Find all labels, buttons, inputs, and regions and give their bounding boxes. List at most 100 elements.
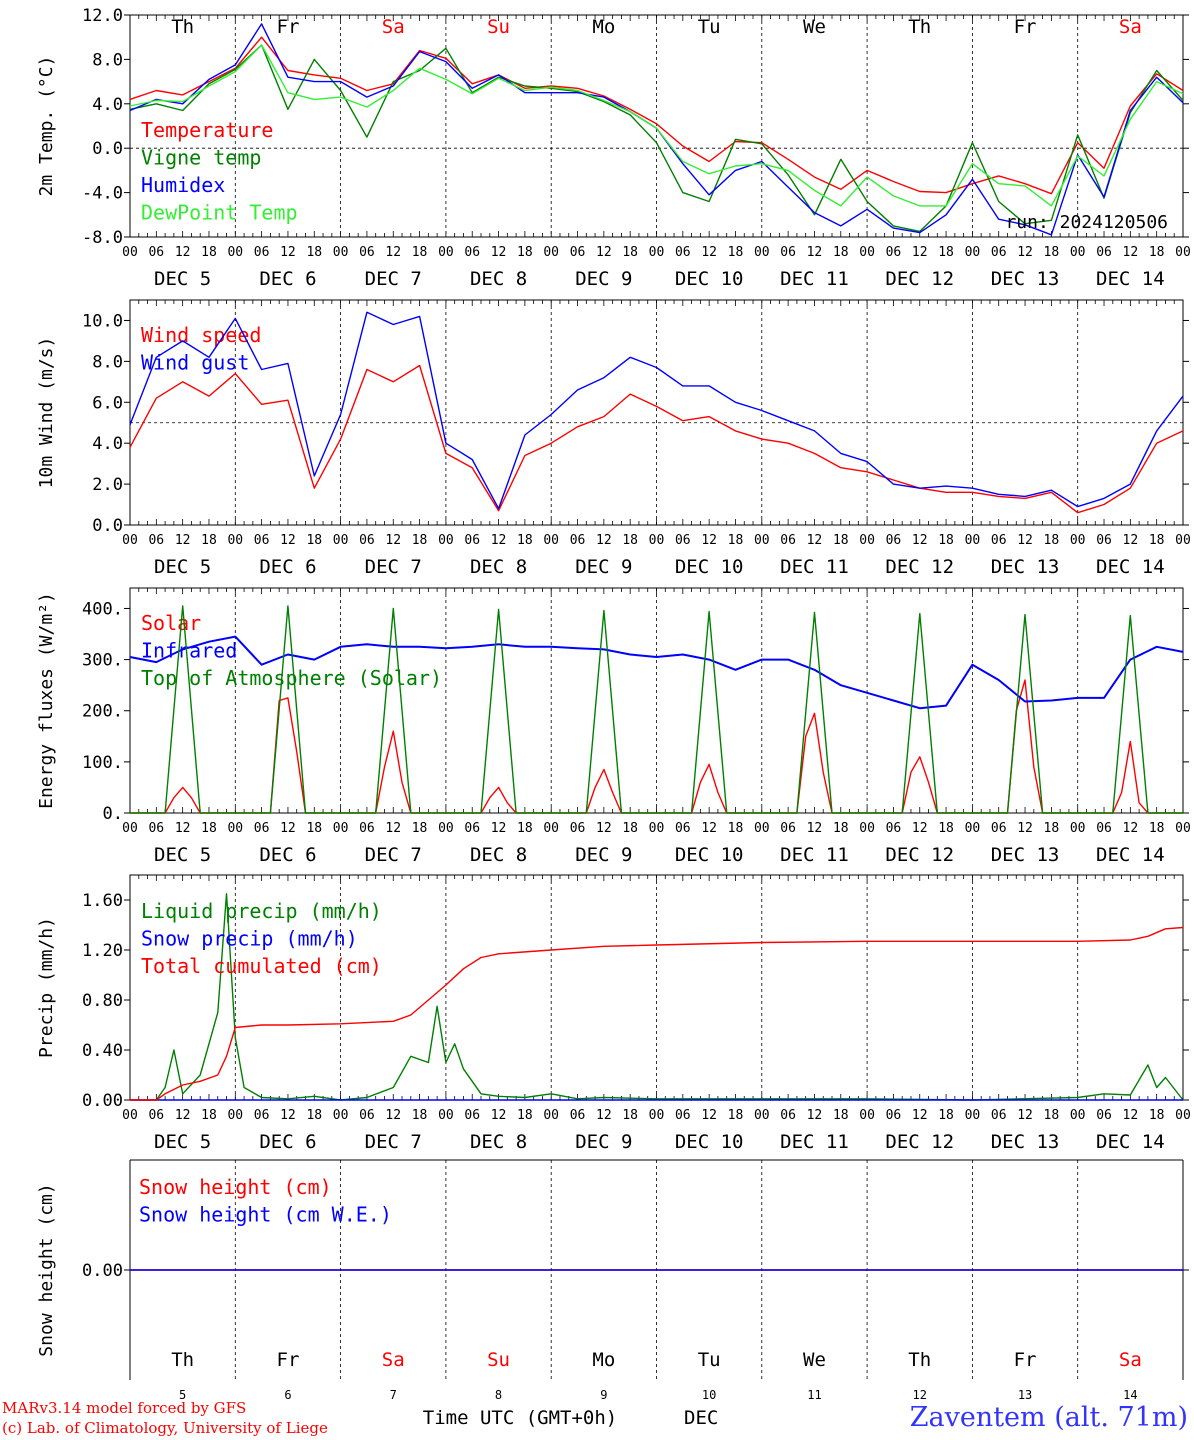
y-axis-title: Energy fluxes (W/m²) bbox=[36, 592, 57, 809]
weekday-label-top: We bbox=[803, 16, 826, 38]
x-hour-label: 06 bbox=[991, 245, 1007, 260]
x-hour-label: 12 bbox=[491, 245, 507, 260]
y-tick-label: 0.80 bbox=[82, 991, 123, 1011]
x-hour-label: 06 bbox=[780, 821, 796, 836]
x-hour-label: 18 bbox=[833, 821, 849, 836]
x-date-label: DEC 13 bbox=[991, 844, 1060, 866]
x-date-label: DEC 12 bbox=[885, 556, 954, 578]
x-axis-title: Time UTC (GMT+0h) bbox=[423, 1407, 617, 1429]
x-hour-label: 12 bbox=[701, 821, 717, 836]
x-hour-label: 12 bbox=[912, 1108, 928, 1123]
series-line-precip-0 bbox=[130, 893, 1184, 1101]
x-hour-label: 12 bbox=[1123, 821, 1139, 836]
legend-entry: Wind speed bbox=[141, 323, 261, 347]
weekday-label-top: Su bbox=[487, 16, 510, 38]
x-hour-label: 18 bbox=[1044, 1108, 1060, 1123]
weekday-label-bottom: Fr bbox=[1014, 1349, 1037, 1371]
x-hour-label: 00 bbox=[227, 821, 243, 836]
x-hour-label: 00 bbox=[649, 821, 665, 836]
x-hour-label: 12 bbox=[807, 245, 823, 260]
x-hour-label: 18 bbox=[938, 533, 954, 548]
x-hour-label: 12 bbox=[1017, 821, 1033, 836]
x-hour-label: 00 bbox=[438, 245, 454, 260]
weekday-label-bottom: Th bbox=[171, 1349, 194, 1371]
x-hour-label: 18 bbox=[412, 821, 428, 836]
x-hour-label: 00 bbox=[754, 245, 770, 260]
x-hour-label: 06 bbox=[464, 533, 480, 548]
x-hour-label: 06 bbox=[254, 245, 270, 260]
x-hour-label: 00 bbox=[754, 1108, 770, 1123]
x-hour-label: 06 bbox=[359, 1108, 375, 1123]
legend-entry: Solar bbox=[141, 611, 201, 635]
x-hour-label: 18 bbox=[306, 245, 322, 260]
x-hour-label: 12 bbox=[280, 245, 296, 260]
y-tick-label: -8.0 bbox=[82, 228, 123, 248]
x-hour-label: 00 bbox=[543, 533, 559, 548]
x-hour-label: 00 bbox=[649, 533, 665, 548]
x-hour-label: 00 bbox=[859, 821, 875, 836]
x-hour-label: 18 bbox=[938, 245, 954, 260]
legend-entry: Vigne temp bbox=[141, 146, 261, 170]
x-hour-label: 18 bbox=[1149, 821, 1165, 836]
x-hour-label: 18 bbox=[201, 245, 217, 260]
x-hour-label: 06 bbox=[359, 533, 375, 548]
x-date-label: DEC 13 bbox=[991, 1131, 1060, 1153]
x-hour-label: 18 bbox=[833, 1108, 849, 1123]
x-hour-label: 06 bbox=[886, 821, 902, 836]
x-hour-label: 06 bbox=[675, 1108, 691, 1123]
y-axis-title: 10m Wind (m/s) bbox=[36, 337, 57, 489]
x-hour-label: 06 bbox=[780, 245, 796, 260]
weekday-label-bottom: Mo bbox=[592, 1349, 615, 1371]
x-hour-label: 18 bbox=[728, 1108, 744, 1123]
y-tick-label: 200. bbox=[82, 702, 123, 722]
x-hour-label: 12 bbox=[596, 1108, 612, 1123]
x-hour-label: 06 bbox=[570, 821, 586, 836]
x-hour-label: 12 bbox=[1017, 533, 1033, 548]
x-hour-label: 18 bbox=[1044, 821, 1060, 836]
x-hour-label: 12 bbox=[596, 245, 612, 260]
x-hour-label: 18 bbox=[412, 1108, 428, 1123]
x-date-label: DEC 14 bbox=[1096, 844, 1165, 866]
x-hour-label: 06 bbox=[359, 245, 375, 260]
x-hour-label: 00 bbox=[333, 821, 349, 836]
x-date-label: DEC 7 bbox=[365, 1131, 422, 1153]
x-hour-label: 18 bbox=[306, 533, 322, 548]
x-hour-label: 18 bbox=[728, 821, 744, 836]
y-tick-label: -4.0 bbox=[82, 184, 123, 204]
x-hour-label: 00 bbox=[754, 821, 770, 836]
x-hour-label: 06 bbox=[991, 533, 1007, 548]
chart-panel-precip: 0.00 0.40 0.80 1.20 1.60 Precip (mm/h) Liquid … bbox=[36, 874, 1191, 1153]
day-number-label: 14 bbox=[1123, 1388, 1137, 1402]
x-hour-label: 12 bbox=[912, 245, 928, 260]
x-hour-label: 00 bbox=[1175, 533, 1191, 548]
plot-frame bbox=[129, 299, 1184, 526]
x-date-label: DEC 9 bbox=[575, 268, 632, 290]
x-hour-label: 06 bbox=[886, 245, 902, 260]
x-hour-label: 12 bbox=[385, 533, 401, 548]
x-hour-label: 18 bbox=[1149, 533, 1165, 548]
x-hour-label: 06 bbox=[254, 533, 270, 548]
x-hour-label: 18 bbox=[622, 1108, 638, 1123]
x-hour-label: 12 bbox=[1123, 533, 1139, 548]
y-tick-label: 8.0 bbox=[92, 352, 123, 372]
y-tick-label: 100. bbox=[82, 753, 123, 773]
x-hour-label: 06 bbox=[991, 821, 1007, 836]
x-hour-label: 12 bbox=[1017, 1108, 1033, 1123]
x-hour-label: 00 bbox=[122, 1108, 138, 1123]
x-hour-label: 12 bbox=[596, 821, 612, 836]
x-date-label: DEC 6 bbox=[259, 268, 316, 290]
y-tick-label: 0.40 bbox=[82, 1041, 123, 1061]
x-hour-label: 00 bbox=[543, 245, 559, 260]
x-hour-label: 00 bbox=[438, 1108, 454, 1123]
weekday-label-bottom: Th bbox=[908, 1349, 931, 1371]
x-hour-label: 06 bbox=[464, 1108, 480, 1123]
x-hour-label: 00 bbox=[1070, 533, 1086, 548]
x-hour-label: 06 bbox=[464, 821, 480, 836]
x-hour-label: 00 bbox=[1070, 821, 1086, 836]
x-date-label: DEC 10 bbox=[675, 1131, 744, 1153]
x-hour-label: 06 bbox=[464, 245, 480, 260]
day-number-label: 11 bbox=[807, 1388, 821, 1402]
x-hour-label: 18 bbox=[517, 1108, 533, 1123]
x-hour-label: 06 bbox=[570, 245, 586, 260]
x-hour-label: 12 bbox=[491, 1108, 507, 1123]
